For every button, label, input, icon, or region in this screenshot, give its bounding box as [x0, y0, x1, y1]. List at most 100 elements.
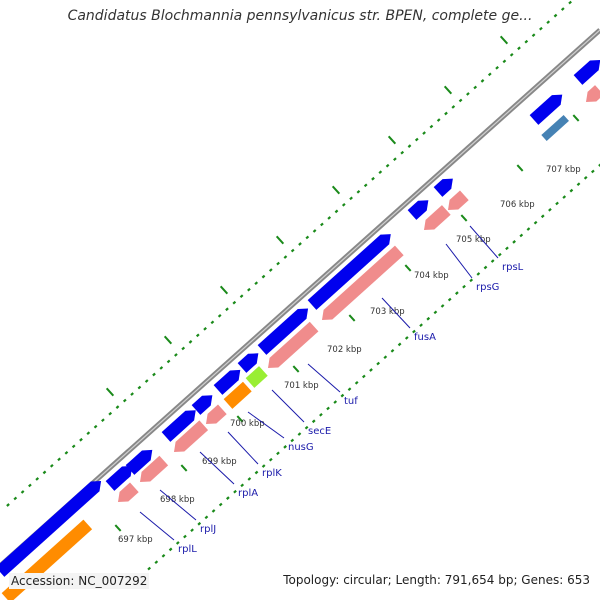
- ruler-dot: [247, 477, 252, 481]
- ruler-dot: [340, 393, 345, 398]
- ruler-dot: [276, 261, 280, 266]
- ruler-dot: [181, 346, 186, 351]
- ruler-dot: [404, 336, 409, 340]
- genes-value: 653: [567, 573, 590, 587]
- ruler-dot: [539, 26, 543, 31]
- ruler-major-tick: [236, 415, 244, 423]
- kbp-tick-label: 699 kbp: [202, 457, 237, 467]
- gene-label: rplJ: [200, 524, 216, 535]
- ruler-dot: [548, 208, 552, 212]
- ruler-dot: [598, 163, 600, 167]
- ruler-dot: [385, 163, 390, 168]
- ruler-dot: [283, 255, 288, 259]
- ruler-dot: [490, 259, 495, 263]
- ruler-dot: [232, 300, 237, 305]
- ruler-dot: [168, 547, 173, 552]
- ruler-dot: [20, 490, 25, 494]
- ruler-major-tick: [572, 114, 580, 122]
- ruler-dot: [254, 470, 259, 475]
- ruler-dot: [101, 418, 105, 422]
- gene-leader-line: [469, 225, 499, 259]
- ruler-dot: [320, 222, 324, 227]
- ruler-dot: [407, 144, 412, 148]
- ruler-major-tick: [219, 285, 229, 295]
- ruler-dot: [210, 320, 215, 325]
- gene-leader-line: [199, 451, 235, 485]
- accession-info: Accession: NC_007292: [9, 573, 150, 589]
- backbone-highlight: [0, 29, 600, 567]
- kbp-tick-label: 706 kbp: [500, 200, 535, 210]
- ruler-dot: [290, 438, 295, 443]
- forward-cds: [407, 200, 429, 220]
- ruler-dot: [166, 359, 171, 364]
- ruler-dot: [190, 528, 194, 532]
- ruler-dot: [327, 216, 332, 220]
- ruler-dot: [487, 72, 492, 77]
- ruler-major-tick: [331, 185, 341, 195]
- ruler-dot: [174, 353, 178, 357]
- ruler-dot: [152, 372, 156, 377]
- ruler-dot: [517, 46, 521, 51]
- ruler-dot: [562, 195, 567, 199]
- gene-leader-line: [271, 389, 305, 423]
- ruler-dot: [144, 379, 149, 383]
- ruler-dot: [526, 227, 531, 231]
- ruler-dot: [108, 411, 113, 416]
- ruler-dot: [147, 566, 152, 571]
- ruler-dot: [122, 398, 127, 403]
- ruler-dot: [440, 304, 445, 308]
- forward-cds: [307, 234, 391, 310]
- ruler-dot: [211, 509, 216, 513]
- ruler-major-tick: [292, 365, 300, 373]
- ruler-dot: [247, 287, 251, 292]
- ruler-dot: [412, 329, 416, 334]
- ruler-dot: [419, 323, 423, 327]
- kbp-tick-label: 707 kbp: [546, 165, 581, 175]
- gene-leader-line: [381, 297, 411, 329]
- ruler-dot: [426, 316, 431, 321]
- forward-cds: [213, 369, 241, 395]
- ruler-major-tick: [499, 35, 509, 45]
- ruler-dot: [218, 502, 223, 507]
- ruler-dot: [311, 419, 316, 424]
- ruler-dot: [473, 85, 478, 90]
- ruler-dot: [204, 515, 209, 520]
- ruler-dot: [371, 176, 375, 181]
- gene-label: rplK: [262, 468, 282, 479]
- ruler-dot: [458, 98, 463, 103]
- kbp-tick-label: 697 kbp: [118, 535, 153, 545]
- ruler-dot: [154, 560, 159, 565]
- accession-value: NC_007292: [78, 574, 148, 588]
- ruler-dot: [268, 457, 273, 462]
- reverse-cds: [322, 245, 404, 320]
- ruler-dot: [568, 0, 572, 5]
- genes-label: Genes:: [521, 573, 564, 587]
- ruler-dot: [540, 214, 545, 219]
- ruler-dot: [240, 483, 245, 488]
- ruler-dot: [576, 182, 581, 187]
- ruler-major-tick: [460, 214, 468, 222]
- ruler-dot: [436, 118, 441, 122]
- ruler-dot: [347, 387, 352, 392]
- reverse-cds: [586, 85, 600, 102]
- ruler-dot: [283, 445, 287, 449]
- topology-label: Topology:: [283, 573, 340, 587]
- forward-cds: [257, 308, 309, 355]
- gene-leader-line: [247, 411, 285, 439]
- reverse-cds: [448, 190, 469, 210]
- forward-cds: [433, 178, 453, 197]
- ruler-dot: [195, 333, 200, 338]
- forward-cds: [237, 353, 259, 373]
- ruler-dot: [361, 374, 366, 379]
- ruler-dot: [130, 392, 134, 396]
- ruler-dot: [239, 294, 244, 299]
- forward-cds: [529, 94, 563, 125]
- ruler-dot: [533, 220, 538, 225]
- forward-cds: [0, 481, 102, 577]
- ruler-dot: [524, 39, 529, 44]
- ruler-dot: [6, 503, 10, 507]
- kbp-tick-label: 705 kbp: [456, 235, 491, 245]
- kbp-tick-label: 704 kbp: [414, 271, 449, 281]
- ruler-dot: [466, 92, 470, 96]
- ruler-dot: [583, 175, 588, 180]
